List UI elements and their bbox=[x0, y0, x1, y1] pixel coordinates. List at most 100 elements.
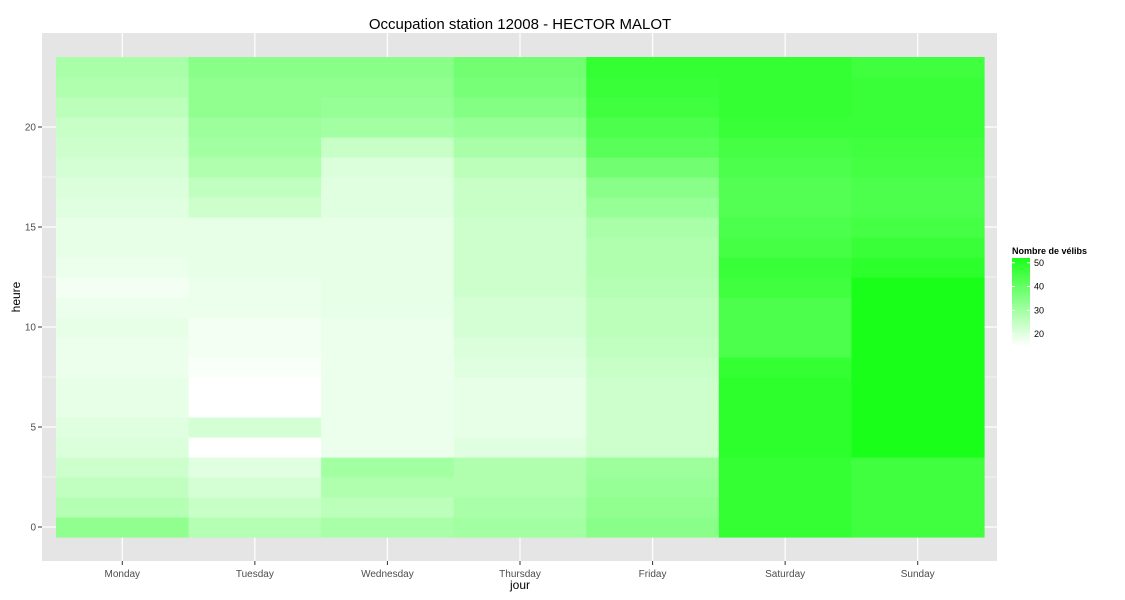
heatmap-tile bbox=[586, 57, 720, 78]
heatmap-tile bbox=[851, 277, 985, 298]
heatmap-tile bbox=[453, 337, 587, 358]
heatmap-tile bbox=[851, 237, 985, 258]
heatmap-tile bbox=[586, 77, 720, 98]
heatmap-tile bbox=[453, 157, 587, 178]
heatmap-tile bbox=[586, 357, 720, 378]
heatmap-tile bbox=[321, 217, 455, 238]
heatmap-tile bbox=[321, 337, 455, 358]
heatmap-tile bbox=[188, 137, 322, 158]
heatmap-tile bbox=[56, 137, 190, 158]
x-axis-title: jour bbox=[509, 578, 530, 592]
heatmap-tile bbox=[321, 437, 455, 458]
y-axis: 0 5 10 15 20 bbox=[25, 123, 42, 534]
heatmap-tile bbox=[188, 477, 322, 498]
heatmap-tile bbox=[718, 257, 853, 278]
heatmap-tile bbox=[321, 97, 455, 118]
heatmap-tile bbox=[321, 477, 455, 498]
heatmap-tile bbox=[586, 277, 720, 298]
heatmap-tile bbox=[718, 317, 853, 338]
heatmap-tile bbox=[321, 457, 455, 478]
heatmap-tile bbox=[56, 437, 190, 458]
x-tick-label: Monday bbox=[104, 569, 140, 580]
heatmap-tile bbox=[718, 77, 853, 98]
heatmap-tile bbox=[851, 117, 985, 138]
heatmap-tile bbox=[851, 497, 985, 518]
heatmap-tile bbox=[718, 237, 853, 258]
heatmap-tile bbox=[56, 97, 190, 118]
heatmap-tile bbox=[453, 417, 587, 438]
heatmap-tile bbox=[188, 157, 322, 178]
heatmap-tile bbox=[56, 277, 190, 298]
heatmap-tile bbox=[188, 177, 322, 198]
heatmap-tile bbox=[321, 397, 455, 418]
heatmap-tile bbox=[56, 177, 190, 198]
x-tick-label: Thursday bbox=[499, 569, 541, 580]
heatmap-tile bbox=[718, 337, 853, 358]
heatmap-tile bbox=[321, 257, 455, 278]
heatmap-tile bbox=[188, 457, 322, 478]
legend-title: Nombre de vélibs bbox=[1012, 246, 1087, 256]
heatmap-tile bbox=[56, 57, 190, 78]
heatmap-tile bbox=[718, 517, 853, 538]
heatmap-tile bbox=[586, 117, 720, 138]
heatmap-tile bbox=[586, 317, 720, 338]
heatmap-tile bbox=[586, 457, 720, 478]
heatmap-tile bbox=[453, 197, 587, 218]
heatmap-tile bbox=[453, 297, 587, 318]
heatmap-tile bbox=[188, 497, 322, 518]
heatmap-tile bbox=[56, 357, 190, 378]
x-tick-label: Wednesday bbox=[361, 569, 414, 580]
heatmap-tile bbox=[56, 457, 190, 478]
heatmap-tile bbox=[718, 177, 853, 198]
heatmap-tile bbox=[453, 117, 587, 138]
heatmap-tile bbox=[718, 357, 853, 378]
heatmap-tile bbox=[321, 357, 455, 378]
heatmap-tile bbox=[56, 197, 190, 218]
heatmap-tile bbox=[188, 517, 322, 538]
heatmap-tile bbox=[851, 297, 985, 318]
y-tick-label: 20 bbox=[25, 123, 37, 134]
heatmap-tile bbox=[453, 477, 587, 498]
heatmap-tile bbox=[851, 77, 985, 98]
heatmap-tile bbox=[851, 257, 985, 278]
heatmap-tile bbox=[321, 277, 455, 298]
heatmap-tile bbox=[56, 297, 190, 318]
heatmap-tile bbox=[851, 157, 985, 178]
heatmap-tile bbox=[56, 217, 190, 238]
x-axis: Monday Tuesday Wednesday Thursday Friday Satu… bbox=[104, 561, 935, 580]
heatmap-tile bbox=[56, 477, 190, 498]
heatmap-tile bbox=[188, 217, 322, 238]
heatmap-tile bbox=[56, 377, 190, 398]
heatmap-tile bbox=[188, 397, 322, 418]
heatmap-tile bbox=[586, 257, 720, 278]
heatmap-tile bbox=[188, 97, 322, 118]
heatmap-tile bbox=[718, 217, 853, 238]
heatmap-tile bbox=[453, 77, 587, 98]
heatmap-tile bbox=[453, 217, 587, 238]
heatmap-tile bbox=[56, 517, 190, 538]
heatmap-tile bbox=[188, 357, 322, 378]
heatmap-tile bbox=[321, 197, 455, 218]
heatmap-tile bbox=[321, 137, 455, 158]
y-tick-label: 0 bbox=[30, 523, 36, 534]
heatmap-tile bbox=[851, 477, 985, 498]
y-tick-label: 5 bbox=[30, 423, 36, 434]
heatmap-tile bbox=[586, 237, 720, 258]
heatmap-tile bbox=[586, 137, 720, 158]
heatmap-tile bbox=[453, 137, 587, 158]
heatmap-tile bbox=[56, 157, 190, 178]
heatmap-tile bbox=[188, 317, 322, 338]
heatmap-tile bbox=[718, 277, 853, 298]
heatmap-tile bbox=[718, 437, 853, 458]
heatmap-tile bbox=[321, 417, 455, 438]
heatmap-tile bbox=[851, 317, 985, 338]
heatmap-tile bbox=[453, 317, 587, 338]
chart-title: Occupation station 12008 - HECTOR MALOT bbox=[369, 16, 671, 33]
heatmap-tile bbox=[851, 197, 985, 218]
heatmap-tile bbox=[188, 257, 322, 278]
heatmap-tile bbox=[453, 377, 587, 398]
heatmap-tile bbox=[718, 157, 853, 178]
heatmap-tile bbox=[321, 517, 455, 538]
heatmap-tile bbox=[453, 497, 587, 518]
heatmap-tile bbox=[718, 297, 853, 318]
